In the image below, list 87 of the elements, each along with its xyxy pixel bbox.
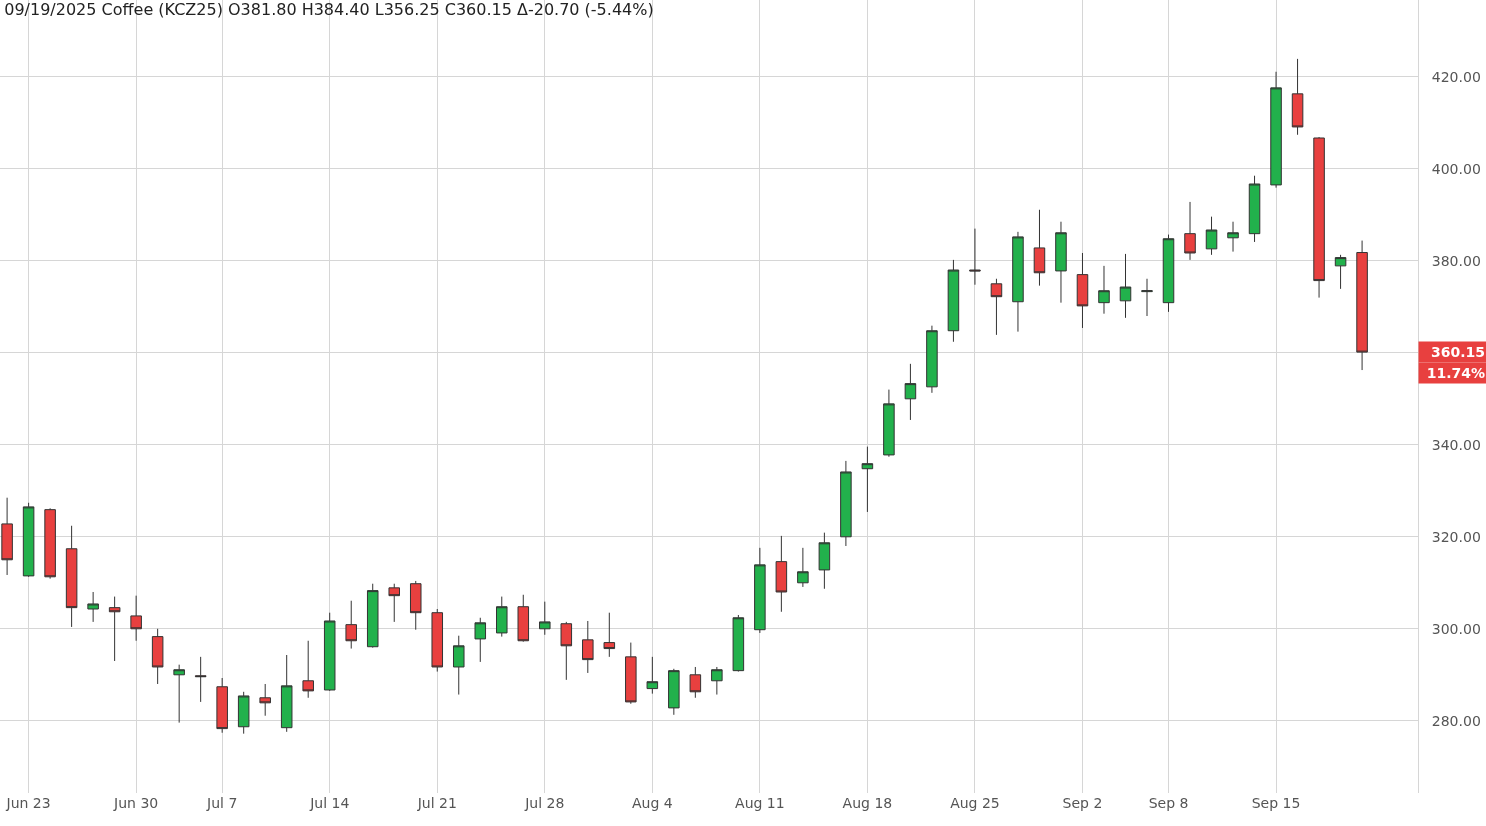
- candlestick: [1227, 221, 1239, 253]
- candlestick: [22, 502, 35, 578]
- candlestick: [840, 460, 852, 547]
- candlestick: [797, 547, 809, 588]
- candlestick: [280, 654, 293, 733]
- candlestick: [582, 620, 594, 674]
- candlestick: [496, 596, 508, 638]
- candlestick: [323, 612, 336, 692]
- candlestick: [861, 446, 874, 513]
- candlestick: [388, 583, 400, 623]
- candlestick: [474, 617, 487, 663]
- y-tick-label: 320.00: [1431, 528, 1481, 545]
- candlestick: [237, 691, 250, 735]
- text: 360.15: [1430, 344, 1485, 360]
- candlestick: [216, 677, 228, 734]
- x-tick-label: Aug 25: [950, 795, 1000, 811]
- x-tick-label: Jul 21: [416, 795, 457, 811]
- candlestick: [366, 583, 379, 649]
- candlestick: [1, 497, 13, 576]
- y-tick-label: 340.00: [1431, 436, 1481, 453]
- candlestick: [1119, 253, 1132, 319]
- candlestick: [1162, 234, 1175, 313]
- candlestick: [65, 525, 78, 628]
- candlestick: [926, 325, 938, 394]
- candlestick: [883, 389, 895, 458]
- candlestick: [1248, 175, 1261, 243]
- candlestick: [990, 278, 1003, 336]
- candlestick: [560, 621, 573, 681]
- x-tick-label: Jul 28: [524, 795, 565, 811]
- candlestick: [668, 668, 680, 716]
- candlestick: [1356, 240, 1368, 371]
- candlestick: [1334, 254, 1347, 290]
- candlestick: [1313, 136, 1325, 299]
- candlestick: [452, 635, 465, 696]
- y-tick-label: 300.00: [1431, 620, 1481, 637]
- candlestick: [1076, 252, 1089, 329]
- x-tick-label: Aug 18: [842, 795, 893, 811]
- candlestick: [904, 363, 917, 421]
- candlestick: [87, 591, 99, 623]
- y-tick-label: 280.00: [1431, 712, 1481, 729]
- candlestick: [151, 628, 164, 685]
- candlestick: [1033, 209, 1046, 287]
- candlestick: [1291, 58, 1304, 136]
- x-tick-label: Sep 2: [1062, 795, 1103, 811]
- candlestick: [947, 259, 960, 343]
- x-tick-label: Jun 30: [113, 795, 159, 811]
- candlestick: [711, 666, 723, 696]
- candlestick: [1098, 265, 1110, 315]
- y-tick-label: 380.00: [1431, 252, 1481, 269]
- candlestick: [44, 507, 56, 580]
- candlestick: [603, 612, 616, 658]
- candlestick: [194, 656, 207, 703]
- candlestick: [259, 683, 271, 717]
- x-tick-label: Jul 7: [206, 795, 238, 811]
- candlestick: [1270, 71, 1282, 189]
- chart-title: 09/19/2025 Coffee (KCZ25) O381.80 H384.40 L356.25 C360.15 Δ-20.70 (-5.44%): [4, 0, 654, 20]
- candlestick: [732, 614, 745, 673]
- candlestick: [173, 664, 185, 724]
- candlestick: [754, 547, 766, 634]
- candlestick: [431, 608, 444, 673]
- candlestick: [689, 666, 702, 699]
- candlestick: [517, 594, 530, 643]
- x-tick-label: Jun 23: [5, 795, 51, 811]
- candlestick: [818, 532, 831, 590]
- x-tick-label: Aug 4: [631, 795, 673, 811]
- x-tick-label: Jul 14: [309, 795, 350, 811]
- text: 11.74%: [1426, 365, 1485, 381]
- candlestick: [1055, 221, 1067, 304]
- candlestick: [108, 596, 121, 662]
- candlestick: [625, 642, 637, 705]
- candlestick: [775, 535, 788, 613]
- candlestick: [1012, 231, 1024, 333]
- candlestick: [409, 580, 422, 631]
- candlestick: [345, 600, 357, 650]
- y-tick-label: 420.00: [1431, 68, 1481, 85]
- x-tick-label: Aug 11: [735, 795, 785, 811]
- candlestick: [539, 601, 551, 636]
- candlestick: [302, 640, 314, 699]
- candlestick: [646, 656, 659, 695]
- candlestick: [1141, 278, 1153, 317]
- candlestick: [130, 595, 142, 642]
- candlestick: [1205, 216, 1218, 256]
- y-tick-label: 400.00: [1431, 160, 1481, 177]
- candlestick: [1184, 201, 1196, 261]
- candlestick: [969, 228, 981, 286]
- x-tick-label: Sep 15: [1251, 795, 1301, 811]
- x-tick-label: Sep 8: [1148, 795, 1189, 811]
